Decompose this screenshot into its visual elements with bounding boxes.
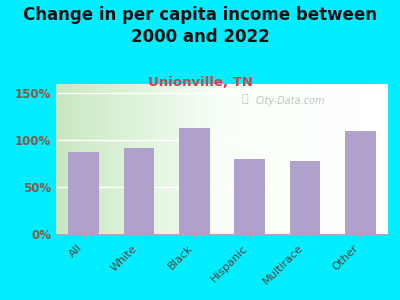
Text: City-Data.com: City-Data.com (255, 96, 325, 106)
Bar (179, 128, 210, 234)
Bar (124, 148, 154, 234)
Text: Change in per capita income between
2000 and 2022: Change in per capita income between 2000… (23, 6, 377, 46)
Bar (290, 161, 320, 234)
Bar (345, 131, 376, 234)
Bar (68, 152, 99, 234)
Text: ⓘ: ⓘ (242, 94, 248, 104)
Bar (234, 159, 265, 234)
Text: Unionville, TN: Unionville, TN (148, 76, 252, 89)
